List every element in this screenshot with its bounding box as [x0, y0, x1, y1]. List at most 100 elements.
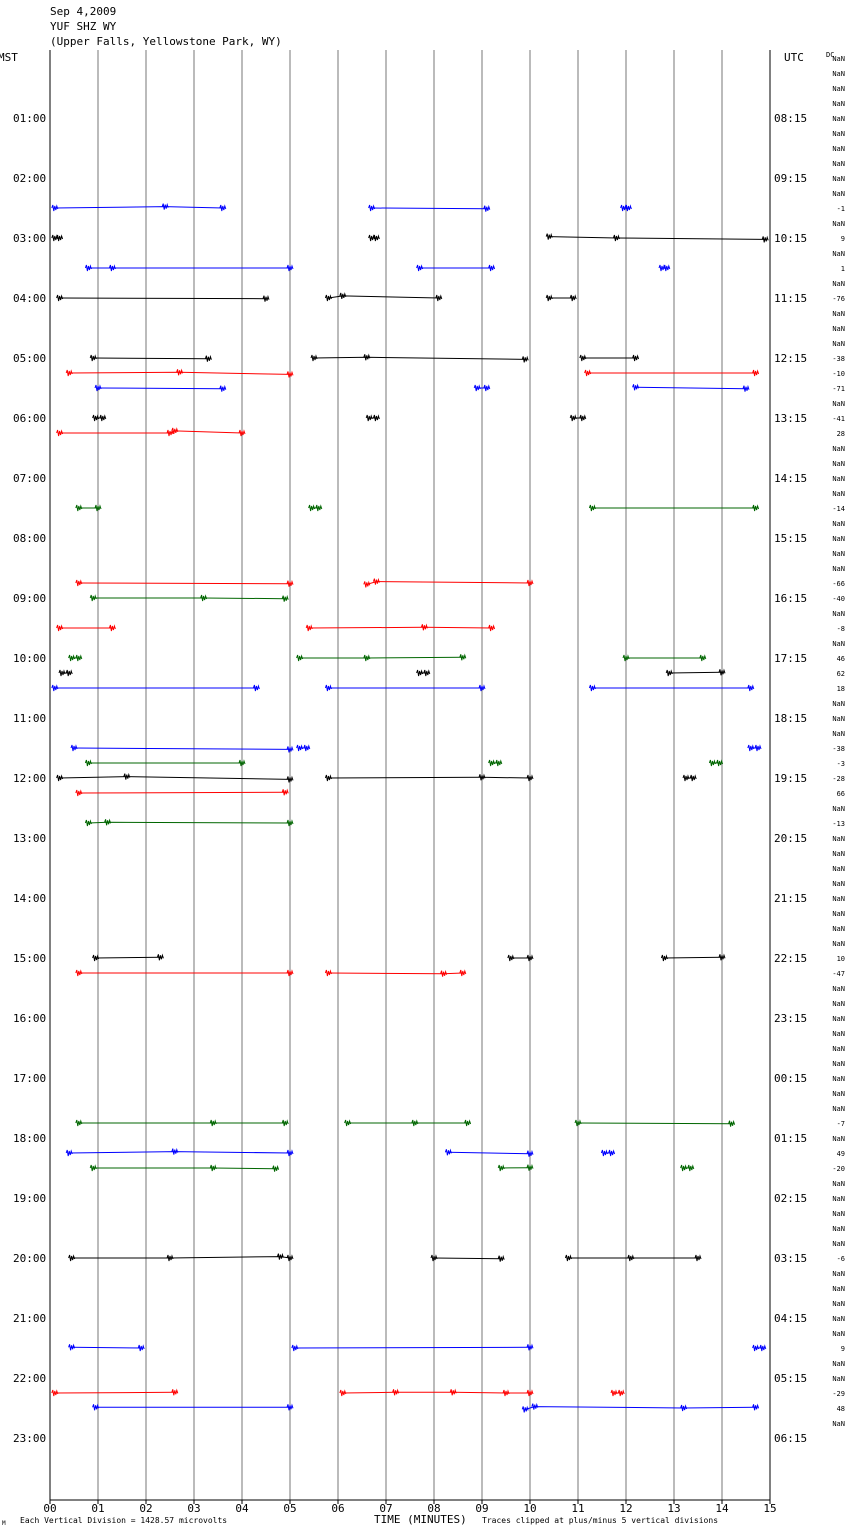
trace-segment: [328, 776, 531, 779]
event-burst: [372, 234, 380, 242]
event-burst: [75, 504, 83, 512]
trace-segment: [371, 207, 487, 210]
trace-segment: [635, 386, 747, 390]
event-burst: [444, 1148, 452, 1156]
event-burst: [108, 624, 116, 632]
dc-value: NaN: [832, 220, 845, 228]
event-burst: [200, 594, 208, 602]
trace-segment: [664, 956, 723, 959]
event-burst: [588, 504, 596, 512]
dc-value: NaN: [832, 1060, 845, 1068]
event-burst: [339, 292, 347, 299]
right-time-label: 20:15: [774, 832, 807, 845]
axis-labels: MST UTC DC TIME (MINUTES) Each Vertical …: [0, 51, 834, 1527]
x-tick-label: 02: [139, 1502, 152, 1515]
dc-value: -47: [832, 970, 845, 978]
dc-value: NaN: [832, 1075, 845, 1083]
event-burst: [56, 294, 64, 302]
event-burst: [622, 654, 630, 662]
event-burst: [600, 1149, 608, 1157]
right-time-label: 09:15: [774, 172, 807, 185]
dc-value: NaN: [832, 100, 845, 108]
event-burst: [137, 1344, 145, 1352]
event-burst: [56, 774, 64, 782]
right-time-label: 06:15: [774, 1432, 807, 1445]
trace-segment: [93, 597, 286, 600]
event-burst: [89, 1164, 97, 1172]
right-time-label: 08:15: [774, 112, 807, 125]
event-burst: [478, 684, 486, 692]
dc-value: 9: [841, 1345, 845, 1353]
dc-value: 48: [837, 1405, 845, 1413]
event-burst: [526, 579, 534, 587]
dc-value: 1: [841, 265, 845, 273]
trace-segment: [299, 656, 463, 659]
trace-segment: [525, 1406, 756, 1410]
dc-value: NaN: [832, 1030, 845, 1038]
event-burst: [310, 354, 318, 362]
right-time-label: 16:15: [774, 592, 807, 605]
dc-value: NaN: [832, 1285, 845, 1293]
event-burst: [296, 744, 304, 752]
left-time-label: 22:00: [13, 1372, 46, 1385]
right-time-label: 04:15: [774, 1312, 807, 1325]
event-burst: [435, 294, 443, 302]
event-burst: [569, 294, 577, 302]
right-time-label: 02:15: [774, 1192, 807, 1205]
event-burst: [204, 354, 212, 362]
right-time-label: 15:15: [774, 532, 807, 545]
right-time-label: 23:15: [774, 1012, 807, 1025]
trace-segment: [78, 791, 286, 794]
dc-value: -41: [832, 415, 845, 423]
event-burst: [219, 384, 227, 392]
event-burst: [104, 818, 112, 826]
dc-value: NaN: [832, 190, 845, 198]
event-burst: [291, 1344, 299, 1352]
event-burst: [252, 684, 260, 692]
event-burst: [372, 577, 380, 585]
dc-value: NaN: [832, 55, 845, 63]
dc-value: NaN: [832, 895, 845, 903]
x-tick-label: 05: [283, 1502, 296, 1515]
event-burst: [564, 1254, 572, 1262]
dc-value: NaN: [832, 115, 845, 123]
event-burst: [68, 654, 76, 662]
trace-segment: [54, 206, 223, 209]
right-time-label: 13:15: [774, 412, 807, 425]
trace-segment: [59, 776, 291, 780]
dc-value: NaN: [832, 835, 845, 843]
dc-value: -38: [832, 745, 845, 753]
event-burst: [752, 504, 760, 512]
dc-value: NaN: [832, 1195, 845, 1203]
event-burst: [56, 234, 64, 242]
event-burst: [65, 1149, 73, 1157]
event-burst: [708, 759, 716, 767]
right-time-label: 00:15: [774, 1072, 807, 1085]
event-burst: [75, 654, 83, 662]
trace-segment: [71, 1256, 291, 1259]
event-burst: [526, 954, 534, 962]
trace-segment: [95, 956, 161, 959]
event-burst: [716, 759, 724, 767]
event-burst: [742, 384, 750, 392]
event-burst: [488, 264, 496, 272]
event-burst: [92, 414, 100, 422]
trace-segment: [342, 1391, 530, 1394]
event-burst: [483, 204, 491, 212]
event-burst: [752, 369, 760, 377]
event-burst: [92, 954, 100, 962]
left-time-label: 01:00: [13, 112, 46, 125]
event-burst: [718, 953, 726, 961]
dc-value: NaN: [832, 250, 845, 258]
dc-value: -14: [832, 505, 845, 513]
dc-value: NaN: [832, 865, 845, 873]
trace-segment: [366, 581, 531, 585]
event-burst: [324, 774, 332, 782]
dc-value: 28: [837, 430, 845, 438]
trace-segment: [328, 972, 463, 975]
dc-value: 66: [837, 790, 845, 798]
dc-value: NaN: [832, 550, 845, 558]
event-burst: [209, 1119, 217, 1127]
event-burst: [238, 759, 246, 767]
